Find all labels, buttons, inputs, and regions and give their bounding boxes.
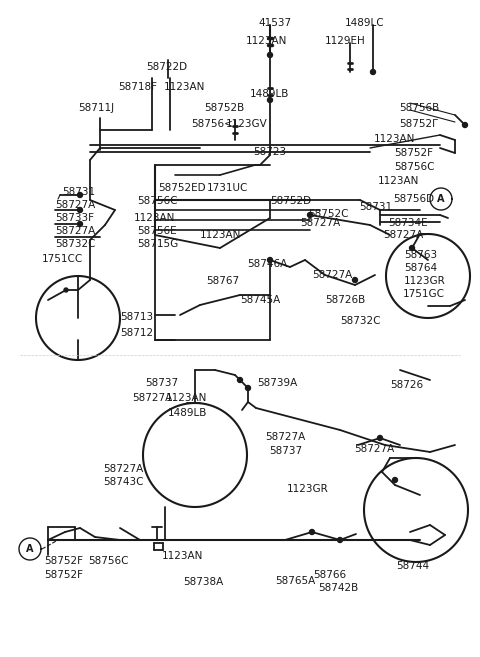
Text: 58752B: 58752B [204,103,244,113]
Polygon shape [463,122,468,127]
Text: 58723: 58723 [253,147,286,157]
Text: 58722D: 58722D [146,62,187,72]
Text: 58727A: 58727A [103,464,143,474]
Text: 58742B: 58742B [318,583,358,593]
Text: 58718F: 58718F [118,82,157,92]
Text: 58727A: 58727A [265,432,305,442]
Text: 58763: 58763 [404,250,437,260]
Text: 58746A: 58746A [247,259,287,269]
Text: 58752F: 58752F [394,148,433,158]
Text: 58715G: 58715G [137,239,178,249]
Text: 58756B: 58756B [399,103,439,113]
Text: 58766: 58766 [313,570,346,580]
Text: 58737: 58737 [269,446,302,456]
Polygon shape [409,246,415,250]
Text: 58764: 58764 [404,263,437,273]
Text: 1489LB: 1489LB [168,408,207,418]
Polygon shape [352,277,358,283]
Text: 58727A: 58727A [132,393,172,403]
Text: 58726B: 58726B [325,295,365,305]
Text: 1123AN: 1123AN [246,36,288,46]
Text: 58738A: 58738A [183,577,223,587]
Text: 41537: 41537 [258,18,291,28]
Text: 58767: 58767 [206,276,239,286]
Text: 58734E: 58734E [388,218,428,228]
Text: 58765A: 58765A [275,576,315,586]
Text: 1123AN: 1123AN [378,176,420,186]
Text: 1489LC: 1489LC [345,18,384,28]
Text: 58752D: 58752D [270,196,311,206]
Text: 58727A: 58727A [55,226,95,236]
Text: 58756E: 58756E [137,226,177,236]
Polygon shape [267,53,273,58]
Polygon shape [371,70,375,74]
Text: 58732C: 58732C [55,239,96,249]
Polygon shape [267,97,273,102]
Text: 1123AN: 1123AN [164,82,205,92]
Text: 1123AN: 1123AN [374,134,415,144]
Text: A: A [437,194,445,204]
Text: 1123AN: 1123AN [162,551,204,561]
Text: 58745A: 58745A [240,295,280,305]
Text: A: A [26,544,34,554]
Polygon shape [245,386,251,390]
Text: 1751CC: 1751CC [42,254,83,264]
Polygon shape [308,212,312,217]
Text: 58727A: 58727A [354,444,394,454]
Polygon shape [77,221,83,227]
Text: 58737: 58737 [145,378,178,388]
Polygon shape [77,193,83,198]
Text: 1751GC: 1751GC [403,289,445,299]
Text: 58711J: 58711J [78,103,114,113]
Text: 58731: 58731 [359,202,392,212]
Text: 1489LB: 1489LB [250,89,289,99]
Text: 1123AN: 1123AN [134,213,175,223]
Text: 58756C: 58756C [394,162,434,172]
Text: 58739A: 58739A [257,378,297,388]
Text: 58756C: 58756C [137,196,178,206]
Text: 58713: 58713 [120,312,153,322]
Text: 58752F: 58752F [44,556,83,566]
Text: 58726: 58726 [390,380,423,390]
Polygon shape [337,537,343,543]
Text: 58732C: 58732C [340,316,381,326]
Polygon shape [393,478,397,482]
Text: 1123AN: 1123AN [200,230,241,240]
Text: 58756D: 58756D [393,194,434,204]
Text: 58727A: 58727A [55,200,95,210]
Text: 58744: 58744 [396,561,429,571]
Polygon shape [310,530,314,535]
Text: 58756<: 58756< [191,119,233,129]
Text: 1123GV: 1123GV [226,119,268,129]
Text: 58743C: 58743C [103,477,144,487]
Polygon shape [64,288,68,292]
Text: 1123GR: 1123GR [404,276,446,286]
Text: 58727A: 58727A [312,270,352,280]
Text: 58752F: 58752F [44,570,83,580]
Text: 1123GR: 1123GR [287,484,329,494]
Polygon shape [77,208,83,212]
Text: 58727A: 58727A [300,218,340,228]
Text: 58752Γ: 58752Γ [399,119,438,129]
Text: 1129EH: 1129EH [325,36,366,46]
Text: 58752ED: 58752ED [158,183,205,193]
Text: 58712: 58712 [120,328,153,338]
Text: 58733F: 58733F [55,213,94,223]
Polygon shape [377,436,383,440]
Polygon shape [267,258,273,263]
Text: 58731: 58731 [62,187,95,197]
Text: 1123AN: 1123AN [166,393,207,403]
Polygon shape [238,378,242,382]
Text: 58756C: 58756C [88,556,129,566]
Text: 58727A: 58727A [383,230,423,240]
Text: 1731UC: 1731UC [207,183,248,193]
Text: 58752C: 58752C [308,209,348,219]
